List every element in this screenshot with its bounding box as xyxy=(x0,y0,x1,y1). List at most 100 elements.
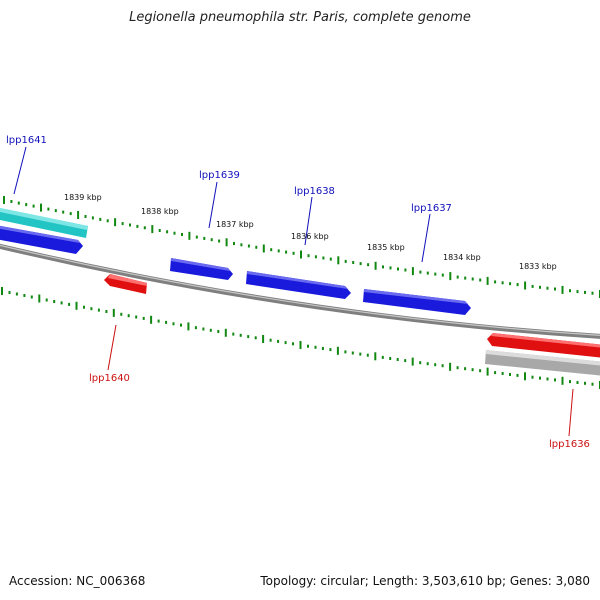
outer-tick xyxy=(129,223,131,227)
gene-label-lpp1638[interactable]: lpp1638 xyxy=(294,186,335,197)
inner-tick xyxy=(187,322,190,331)
outer-tick xyxy=(91,216,94,220)
gene-label-lpp1637[interactable]: lpp1637 xyxy=(411,203,452,214)
outer-tick xyxy=(531,284,534,288)
genome-backbone xyxy=(0,243,600,339)
inner-tick xyxy=(531,375,534,379)
outer-tick xyxy=(195,235,198,239)
gene-label-lpp1640[interactable]: lpp1640 xyxy=(89,373,130,384)
inner-tick xyxy=(180,323,182,327)
outer-tick xyxy=(449,272,452,281)
outer-tick xyxy=(464,276,467,280)
outer-tick xyxy=(584,290,586,294)
outer-tick xyxy=(441,273,444,277)
outer-tick xyxy=(285,250,288,254)
outer-tick xyxy=(77,211,80,219)
gene-label-lpp1639[interactable]: lpp1639 xyxy=(199,170,240,181)
gene-feature-lpp1639[interactable] xyxy=(170,258,233,280)
inner-tick xyxy=(135,315,138,319)
inner-tick xyxy=(359,352,362,356)
outer-tick xyxy=(203,236,206,240)
outer-tick xyxy=(99,217,102,221)
inner-tick xyxy=(509,373,511,376)
leader-line-lpp1640 xyxy=(107,324,117,371)
outer-tick xyxy=(270,248,273,252)
inner-tick xyxy=(584,381,586,385)
outer-tick xyxy=(114,218,117,227)
outer-tick xyxy=(121,222,124,226)
inner-tick xyxy=(351,351,354,355)
inner-tick xyxy=(277,339,280,343)
gene-feature-lpp1636[interactable] xyxy=(487,333,600,358)
inner-tick xyxy=(591,382,594,386)
inner-tick xyxy=(344,350,347,354)
inner-tick xyxy=(554,378,556,382)
inner-tick xyxy=(292,342,294,346)
genome-backbone-highlight xyxy=(0,244,600,336)
inner-tick xyxy=(68,302,71,306)
outer-tick xyxy=(158,229,161,232)
inner-tick xyxy=(314,345,317,349)
inner-tick xyxy=(1,287,3,295)
scale-label-1833: 1833 kbp xyxy=(519,262,557,271)
inner-tick xyxy=(75,301,78,310)
gene-label-lpp1636[interactable]: lpp1636 xyxy=(549,439,590,450)
inner-tick xyxy=(165,320,168,324)
inner-tick xyxy=(411,357,414,366)
inner-tick xyxy=(284,341,287,345)
inner-tick xyxy=(576,381,579,384)
gene-feature-lpp1637[interactable] xyxy=(363,289,471,315)
gene-feature-lpp1640[interactable] xyxy=(104,274,147,294)
outer-tick xyxy=(509,282,512,286)
inner-tick xyxy=(516,373,519,377)
gene-feature-cyan[interactable] xyxy=(0,207,88,238)
outer-tick xyxy=(367,263,370,267)
outer-tick xyxy=(143,226,146,230)
inner-tick xyxy=(150,315,153,324)
scale-label-1835: 1835 kbp xyxy=(367,243,405,252)
outer-tick xyxy=(329,257,332,261)
scale-label-1839: 1839 kbp xyxy=(64,193,102,202)
gene-label-lpp1641[interactable]: lpp1641 xyxy=(6,135,47,146)
outer-tick xyxy=(247,244,250,248)
scale-label-1834: 1834 kbp xyxy=(443,253,481,262)
outer-tick xyxy=(314,255,317,259)
inner-tick xyxy=(456,366,459,370)
inner-tick xyxy=(232,332,235,336)
inner-tick xyxy=(486,367,489,376)
inner-tick xyxy=(120,312,123,316)
outer-tick xyxy=(225,238,228,247)
outer-tick xyxy=(374,261,377,270)
leader-line-lpp1639 xyxy=(208,181,218,229)
outer-tick xyxy=(255,245,258,249)
inner-tick xyxy=(112,308,115,317)
outer-tick xyxy=(136,224,139,228)
leader-line-lpp1641 xyxy=(13,146,27,195)
outer-tick xyxy=(106,219,109,223)
outer-tick xyxy=(397,267,399,271)
inner-tick xyxy=(172,322,175,326)
outer-tick xyxy=(17,201,20,205)
outer-tick xyxy=(576,290,579,294)
inner-tick xyxy=(299,341,302,349)
inner-tick xyxy=(464,367,467,371)
inner-tick xyxy=(209,328,212,332)
inner-tick xyxy=(97,308,100,312)
outer-tick xyxy=(404,268,407,272)
scale-label-1838: 1838 kbp xyxy=(141,207,179,216)
outer-tick xyxy=(188,231,191,240)
inner-tick xyxy=(254,336,257,340)
outer-tick xyxy=(539,285,541,289)
inner-tick xyxy=(569,380,571,384)
outer-tick xyxy=(352,261,355,264)
outer-tick xyxy=(486,276,489,285)
outer-tick xyxy=(389,266,392,270)
gene-feature-gray[interactable] xyxy=(485,350,600,376)
inner-tick xyxy=(389,357,392,360)
gene-feature-blue-left[interactable] xyxy=(0,225,83,254)
gene-feature-lpp1638[interactable] xyxy=(246,271,351,299)
inner-tick xyxy=(45,298,48,302)
outer-tick xyxy=(166,230,169,234)
outer-tick xyxy=(426,271,429,275)
